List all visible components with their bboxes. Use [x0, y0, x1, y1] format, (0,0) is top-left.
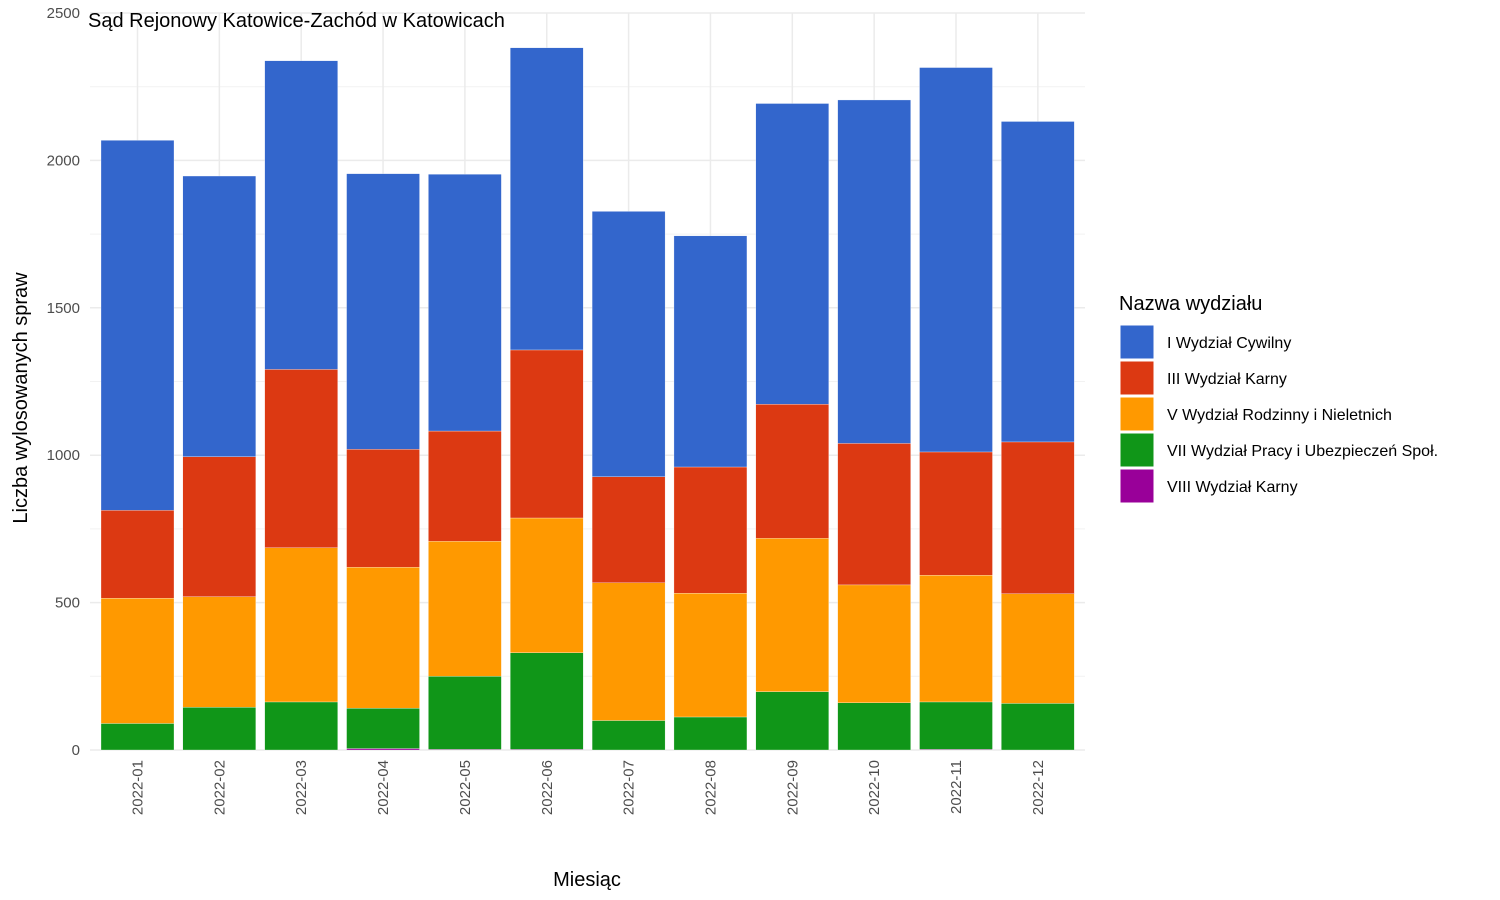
legend-swatch [1119, 432, 1155, 468]
bar-segment [1001, 703, 1075, 751]
bar-segment [510, 349, 584, 519]
bar-segment [837, 584, 911, 703]
x-tick-label: 2022-12 [1030, 760, 1047, 815]
x-tick-label: 2022-07 [621, 760, 638, 815]
x-tick-label: 2022-06 [539, 760, 556, 815]
legend-swatch [1119, 360, 1155, 396]
bar-segment [346, 449, 420, 568]
bar-segment [346, 707, 420, 749]
bar-segment [673, 235, 748, 468]
bar-segment [264, 547, 338, 703]
legend-label: VII Wydział Pracy i Ubezpieczeń Społ. [1167, 443, 1438, 460]
bar-segment [919, 575, 993, 703]
y-tick-label: 1500 [47, 300, 80, 317]
legend-title: Nazwa wydziału [1119, 293, 1262, 315]
bar-segment [264, 60, 338, 370]
bar-segment [182, 707, 257, 751]
bar-segment [1001, 593, 1075, 704]
y-tick-label: 2500 [47, 5, 80, 22]
bar-segment [100, 598, 175, 724]
bar-segment [510, 517, 584, 653]
y-axis-tick-labels: 0 500 1000 1500 2000 2500 [47, 5, 80, 759]
bar-segment [755, 103, 829, 405]
bar-segment [919, 67, 993, 453]
legend-swatch [1119, 468, 1155, 504]
bar-segment [673, 466, 748, 594]
bar-segment [182, 456, 257, 597]
bar-segment [182, 596, 257, 708]
bar-segment [428, 541, 502, 677]
x-tick-label: 2022-10 [866, 760, 883, 815]
bar-segment [837, 443, 911, 586]
bar-segment [100, 140, 175, 511]
legend-label: I Wydział Cywilny [1167, 335, 1291, 352]
bar-segment [591, 582, 666, 721]
bar-segment [100, 510, 175, 599]
bar-segment [591, 476, 666, 583]
bar-segment [919, 701, 993, 750]
x-axis-title: Miesiąc [553, 869, 621, 891]
bar-segment [182, 175, 257, 457]
bar-segment [755, 538, 829, 692]
bar-segment [264, 701, 338, 751]
chart-title: Sąd Rejonowy Katowice-Zachód w Katowicac… [88, 10, 505, 32]
x-tick-label: 2022-03 [293, 760, 310, 815]
bar-segment [1001, 121, 1075, 443]
y-tick-label: 2000 [47, 152, 80, 169]
bar-segment [346, 173, 420, 450]
legend: Nazwa wydziału I Wydział Cywilny III Wydz… [1119, 293, 1438, 504]
legend-swatch [1119, 324, 1155, 360]
bar-segment [264, 369, 338, 548]
y-tick-label: 500 [55, 595, 80, 612]
x-tick-label: 2022-04 [375, 760, 392, 815]
bar-segment [346, 748, 420, 751]
bar-segment [673, 593, 748, 718]
x-tick-label: 2022-02 [211, 760, 228, 815]
bars [100, 47, 1075, 751]
legend-swatch [1119, 396, 1155, 432]
bar-segment [755, 691, 829, 751]
x-tick-label: 2022-05 [457, 760, 474, 815]
bar-segment [428, 174, 502, 432]
legend-label: III Wydział Karny [1167, 371, 1287, 388]
bar-segment [755, 404, 829, 539]
bar-segment [510, 47, 584, 351]
bar-segment [1001, 441, 1075, 594]
x-tick-label: 2022-09 [784, 760, 801, 815]
x-tick-label: 2022-08 [702, 760, 719, 815]
bar-segment [510, 652, 584, 750]
legend-label: V Wydział Rodzinny i Nieletnich [1167, 407, 1392, 424]
bar-segment [591, 720, 666, 751]
y-tick-label: 1000 [47, 447, 80, 464]
x-axis-tick-labels: 2022-01 2022-02 2022-03 2022-04 2022-05 2022-… [130, 760, 1047, 815]
bar-segment [837, 702, 911, 751]
bar-segment [591, 211, 666, 477]
x-tick-label: 2022-11 [948, 760, 965, 814]
bar-segment [428, 676, 502, 750]
y-tick-label: 0 [72, 742, 80, 759]
bar-segment [428, 430, 502, 542]
bar-segment [100, 723, 175, 751]
y-axis-title: Liczba wylosowanych spraw [10, 272, 32, 524]
x-tick-label: 2022-01 [130, 760, 147, 815]
bar-segment [673, 716, 748, 751]
bar-segment [837, 99, 911, 444]
bar-segment [919, 451, 993, 576]
bar-segment [346, 567, 420, 709]
legend-label: VIII Wydział Karny [1167, 479, 1298, 496]
